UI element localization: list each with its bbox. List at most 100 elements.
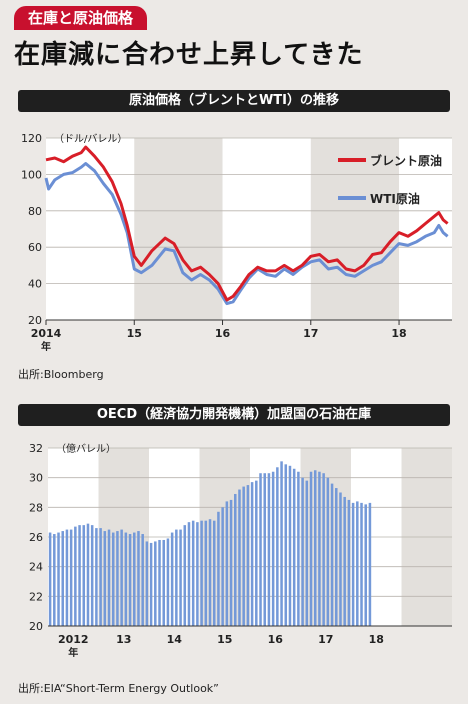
x-tick-sublabel: 年: [68, 646, 78, 659]
inventory-bar: [322, 473, 325, 626]
inventory-bar: [246, 485, 250, 626]
inventory-bar: [124, 532, 128, 626]
inventory-bar: [364, 504, 367, 626]
inventory-bar: [158, 539, 161, 626]
inventory-bar: [187, 522, 191, 626]
shaded-year-band: [134, 138, 223, 320]
x-tick-label: 2012: [58, 633, 89, 646]
x-tick-label: 18: [391, 327, 406, 340]
inventory-bar: [116, 531, 119, 626]
inventory-bar: [263, 473, 266, 626]
y-tick-label: 30: [29, 472, 43, 485]
inventory-bar: [137, 531, 140, 626]
x-tick-label: 13: [116, 633, 131, 646]
y-tick-label: 60: [28, 241, 42, 254]
inventory-bar: [297, 471, 300, 626]
chart1-source: 出所:Bloomberg: [18, 368, 104, 381]
inventory-bar: [267, 473, 271, 626]
legend-label: ブレント原油: [370, 153, 442, 168]
inventory-bar: [141, 534, 144, 626]
inventory-bar: [74, 526, 77, 626]
y-axis-unit: （億バレル）: [56, 442, 116, 455]
inventory-bar: [53, 534, 56, 626]
inventory-bar: [120, 529, 123, 626]
inventory-bar: [133, 532, 136, 626]
y-tick-label: 40: [28, 278, 42, 291]
inventory-bar: [309, 471, 313, 626]
inventory-bar: [351, 502, 355, 626]
inventory-bar: [65, 529, 69, 626]
chart2-title: OECD（経済協力開発機構）加盟国の石油在庫: [18, 404, 450, 426]
chart2-source: 出所:EIA“Short-Term Energy Outlook”: [18, 682, 219, 695]
x-tick-label: 2014: [31, 327, 62, 340]
inventory-bar: [356, 501, 359, 626]
inventory-bar: [301, 477, 304, 626]
inventory-bar: [145, 541, 149, 626]
y-axis-unit: （ドル/バレル）: [54, 133, 127, 145]
inventory-bar: [347, 499, 351, 626]
inventory-bar: [128, 534, 132, 626]
inventory-bar: [255, 480, 258, 626]
inventory-bar: [183, 525, 187, 626]
inventory-bar: [234, 493, 237, 626]
inventory-bar: [175, 529, 178, 626]
inventory-bar: [103, 531, 107, 626]
inventory-bar: [82, 525, 86, 626]
x-tick-label: 16: [268, 633, 284, 646]
inventory-bar: [204, 520, 208, 626]
inventory-bar: [217, 511, 220, 626]
legend-label: WTI原油: [370, 191, 420, 206]
inventory-bar: [111, 532, 115, 626]
inventory-bar: [368, 502, 372, 626]
inventory-bar: [330, 483, 334, 626]
inventory-bar: [339, 492, 342, 626]
inventory-bar: [61, 531, 64, 626]
y-tick-label: 32: [29, 442, 43, 455]
inventory-bar: [221, 507, 224, 626]
x-tick-label: 17: [303, 327, 318, 340]
inventory-bar: [90, 525, 94, 626]
inventory-bar: [284, 464, 288, 626]
inventory-bar: [276, 467, 279, 626]
inventory-bar: [288, 465, 292, 626]
inventory-bar: [335, 488, 338, 626]
y-tick-label: 28: [29, 501, 43, 514]
inventory-bar: [318, 471, 321, 626]
y-tick-label: 120: [21, 132, 42, 145]
inventory-bar: [196, 522, 199, 626]
inventory-bar: [99, 528, 102, 626]
x-tick-label: 18: [369, 633, 384, 646]
y-tick-label: 22: [29, 590, 43, 603]
inventory-bar: [57, 532, 60, 626]
inventory-bar: [154, 541, 157, 626]
inventory-bar: [149, 542, 153, 626]
inventory-bar: [326, 477, 330, 626]
inventory-bar: [313, 470, 317, 626]
x-tick-label: 14: [167, 633, 183, 646]
inventory-bar: [200, 520, 203, 626]
y-tick-label: 20: [29, 620, 43, 633]
inventory-bar: [292, 468, 296, 626]
y-tick-label: 80: [28, 205, 42, 218]
inventory-bar: [242, 486, 245, 626]
y-tick-label: 100: [21, 168, 42, 181]
inventory-bar: [107, 529, 111, 626]
inventory-bar: [69, 529, 73, 626]
inventory-bar: [162, 539, 165, 626]
inventory-bar: [208, 519, 212, 626]
inventory-bar: [86, 523, 90, 626]
shaded-year-band: [310, 138, 400, 320]
inventory-bar: [78, 525, 81, 626]
inventory-bar: [48, 532, 52, 626]
y-tick-label: 26: [29, 531, 43, 544]
topic-tag: 在庫と原油価格: [14, 6, 148, 30]
y-tick-label: 20: [28, 314, 42, 327]
series-line: [45, 145, 449, 302]
series-line: [44, 162, 449, 306]
x-tick-sublabel: 年: [41, 340, 51, 353]
y-tick-label: 24: [29, 561, 43, 574]
x-tick-label: 15: [217, 633, 232, 646]
x-tick-label: 15: [127, 327, 142, 340]
inventory-bar: [250, 482, 254, 626]
